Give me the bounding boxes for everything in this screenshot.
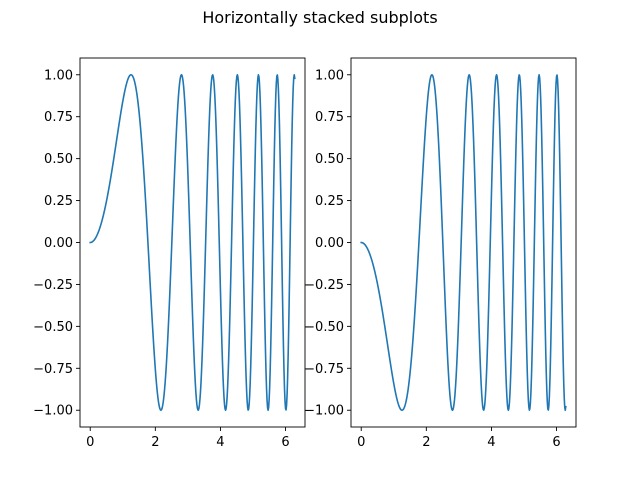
y-tick-label: −1.00	[33, 404, 73, 419]
x-tick-label: 4	[216, 435, 224, 450]
right-subplot: 0 2 4 6 −1.00 −0.75 −0.50 −0.25 0.00 0.25 0.50 0.75…	[304, 57, 577, 450]
y-tick-label: 0.75	[315, 110, 344, 125]
y-tick-label: 0.00	[44, 236, 73, 251]
x-tick-label: 2	[422, 435, 430, 450]
y-tick-label: 0.00	[315, 236, 344, 251]
y-tick-label: −0.50	[304, 320, 344, 335]
axes-frame	[79, 57, 306, 428]
x-tick-label: 4	[487, 435, 495, 450]
y-tick-label: −1.00	[304, 404, 344, 419]
x-tick-label: 0	[86, 435, 94, 450]
series-line	[360, 73, 567, 412]
figure-title: Horizontally stacked subplots	[202, 8, 438, 27]
y-tick-label: 0.25	[315, 194, 344, 209]
y-tick-label: −0.50	[33, 320, 73, 335]
x-tick-label: 0	[357, 435, 365, 450]
y-tick-label: −0.75	[304, 362, 344, 377]
x-tick-label: 6	[552, 435, 560, 450]
y-tick-label: 0.25	[44, 194, 73, 209]
x-tick-label: 2	[151, 435, 159, 450]
y-tick-label: 0.50	[315, 152, 344, 167]
y-tick-label: 0.75	[44, 110, 73, 125]
y-tick-label: 0.50	[44, 152, 73, 167]
y-tick-label: 1.00	[44, 68, 73, 83]
axes-frame	[350, 57, 577, 428]
y-tick-label: 1.00	[315, 68, 344, 83]
y-tick-label: −0.25	[304, 278, 344, 293]
y-tick-label: −0.25	[33, 278, 73, 293]
left-subplot: 0 2 4 6 −1.00 −0.75 −0.50 −0.25 0.00 0.25 0.50 0.75…	[33, 57, 306, 450]
x-tick-label: 6	[281, 435, 289, 450]
y-tick-label: −0.75	[33, 362, 73, 377]
series-line	[89, 73, 296, 412]
